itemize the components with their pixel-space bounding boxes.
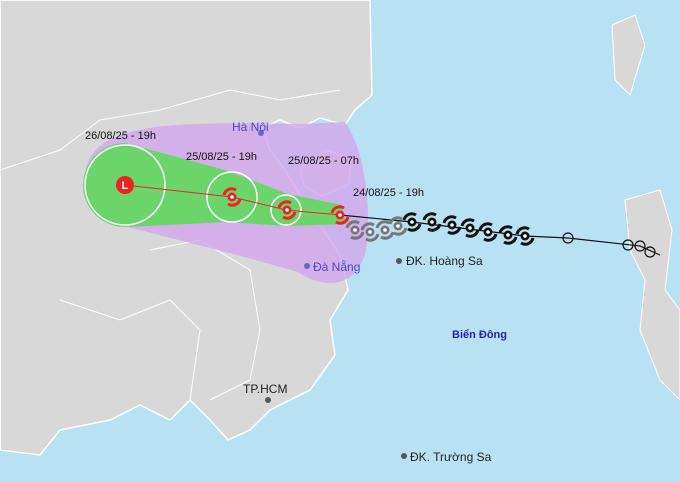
storm-icon <box>422 212 442 232</box>
storm-icon <box>523 234 527 238</box>
forecast-time: 25/08/25 - 19h <box>186 151 257 163</box>
storm-icon <box>515 226 535 246</box>
storm-icon <box>285 208 289 212</box>
storm-icon <box>460 218 480 238</box>
place-label: Đà Nẵng <box>313 259 360 274</box>
forecast-time: 25/08/25 - 07h <box>288 155 359 167</box>
storm-icon <box>222 187 242 207</box>
place-label: Hà Nội <box>232 120 269 134</box>
luzon <box>624 189 680 401</box>
storm-icon <box>410 220 414 224</box>
storm-icon <box>388 216 408 236</box>
storm-icon <box>383 228 387 232</box>
storm-icon <box>396 224 400 228</box>
storm-icon <box>478 222 498 242</box>
low-symbol: L <box>122 180 129 192</box>
storm-icon <box>486 230 490 234</box>
storm-icon <box>450 223 454 227</box>
forecast-time: 24/08/25 - 19h <box>353 187 424 199</box>
forecast-time: 26/08/25 - 19h <box>85 130 156 142</box>
storm-icon <box>562 232 574 244</box>
storm-icon <box>368 230 372 234</box>
place-label: TP.HCM <box>243 382 287 396</box>
storm-icon <box>402 212 422 232</box>
low-icon <box>116 176 134 194</box>
city-dot <box>304 263 310 269</box>
storm-icon <box>230 195 234 199</box>
storm-icon <box>375 220 395 240</box>
storm-icon <box>338 213 342 217</box>
storm-icon <box>330 205 350 225</box>
storm-icon <box>442 215 462 235</box>
past-track <box>339 214 661 256</box>
storm-icon <box>622 239 634 251</box>
place-label: ĐK. Hoàng Sa <box>406 254 483 268</box>
city-dot <box>258 130 264 136</box>
storm-icon <box>353 228 357 232</box>
island-dot <box>401 453 407 459</box>
sea-name: Biển Đông <box>452 329 507 341</box>
city-dot <box>265 397 271 403</box>
storm-icon <box>498 225 518 245</box>
storm-icon <box>360 222 380 242</box>
forecast-track <box>124 184 341 216</box>
storm-icon <box>277 200 297 220</box>
wind-circles <box>84 144 302 226</box>
place-label: ĐK. Trường Sa <box>410 450 492 464</box>
storm-icon <box>468 226 472 230</box>
storm-icon <box>430 220 434 224</box>
taiwan <box>611 14 646 96</box>
storm-icon <box>644 246 656 258</box>
storm-icon <box>634 240 646 252</box>
storm-icons <box>222 187 656 258</box>
storm-icon <box>506 233 510 237</box>
storm-icon <box>345 220 365 240</box>
island-dot <box>396 258 402 264</box>
